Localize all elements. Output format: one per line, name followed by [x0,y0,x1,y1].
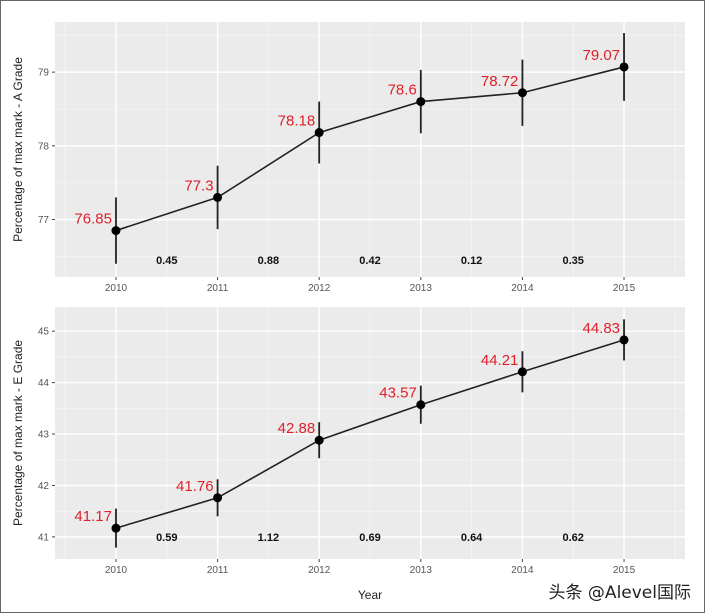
x-tick-label: 2013 [410,283,433,294]
panel-2: 41 42 43 44 45 2010 2011 2012 2013 2014 2015 Percen… [11,307,685,602]
data-point [111,226,121,236]
data-label: 78.6 [388,82,417,99]
x-tick-label: 2011 [207,283,229,294]
data-label: 43.57 [379,385,417,402]
difference-label: 0.88 [258,255,279,267]
data-label: 42.88 [278,420,316,437]
y-tick-label: 44 [38,378,50,389]
x-tick-label: 2012 [308,565,331,576]
data-point [619,62,629,72]
x-tick-label: 2015 [613,283,636,294]
x-axis-label: Year [358,588,382,602]
x-tick-label: 2010 [105,565,128,576]
data-point [517,367,527,377]
data-point [213,192,223,202]
data-label: 78.18 [278,113,316,130]
x-tick-label: 2015 [613,565,636,576]
data-point [416,97,426,107]
data-point [314,128,324,138]
x-tick-label: 2011 [207,565,229,576]
data-point [517,88,527,98]
data-label: 41.76 [176,478,214,495]
y-tick-label: 43 [38,430,50,441]
y-tick-label: 77 [38,215,50,226]
x-tick-label: 2014 [511,565,534,576]
data-point [111,523,121,533]
data-label: 79.07 [582,47,620,64]
y-tick-label: 78 [38,141,50,152]
data-label: 44.83 [582,320,620,337]
watermark: 头条 @Alevel国际 [548,583,691,603]
difference-label: 0.42 [359,255,380,267]
y-tick-label: 42 [38,481,50,492]
series-line [115,339,625,529]
series-line [115,66,625,232]
panel-1: 77 78 79 2010 2011 2012 2013 2014 2015 Percentage… [11,22,685,294]
data-label: 78.72 [481,73,519,90]
difference-label: 0.64 [461,532,483,544]
x-tick-label: 2012 [308,283,331,294]
data-point [416,400,426,410]
y-axis-label: Percentage of max mark - A Grade [11,57,25,242]
difference-label: 0.45 [156,255,177,267]
y-axis-label: Percentage of max mark - E Grade [11,340,25,526]
y-tick-label: 41 [38,532,50,543]
data-label: 77.3 [184,177,213,194]
x-tick-label: 2010 [105,283,128,294]
difference-label: 0.69 [359,532,380,544]
y-tick-label: 79 [38,68,50,79]
difference-label: 0.59 [156,532,177,544]
x-tick-label: 2013 [410,565,433,576]
data-label: 76.85 [74,211,112,228]
x-tick-label: 2014 [511,283,534,294]
data-label: 44.21 [481,352,519,369]
difference-label: 0.62 [563,532,584,544]
y-tick-label: 45 [38,327,50,338]
data-label: 41.17 [74,508,112,525]
difference-label: 0.12 [461,255,482,267]
data-point [619,335,629,345]
difference-label: 0.35 [563,255,584,267]
data-point [314,435,324,445]
data-point [213,493,223,503]
difference-label: 1.12 [258,532,279,544]
